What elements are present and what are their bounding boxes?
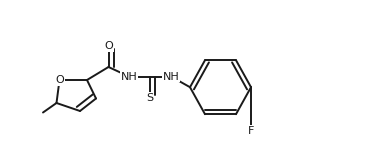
Text: O: O <box>55 75 64 85</box>
Text: O: O <box>104 41 113 51</box>
Text: NH: NH <box>121 72 137 82</box>
Text: F: F <box>248 126 254 136</box>
Text: NH: NH <box>163 72 179 82</box>
Text: S: S <box>146 93 154 103</box>
